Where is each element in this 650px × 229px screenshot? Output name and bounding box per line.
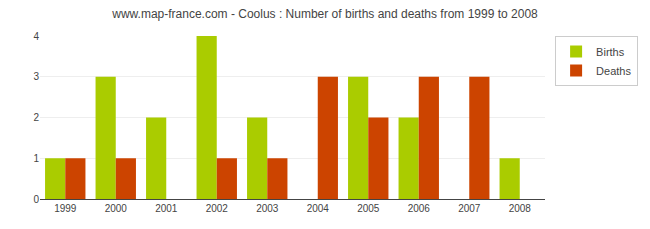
svg-text:Deaths: Deaths — [596, 65, 631, 77]
svg-text:4: 4 — [33, 31, 39, 42]
svg-text:2002: 2002 — [206, 203, 229, 214]
svg-text:2005: 2005 — [357, 203, 380, 214]
svg-text:2008: 2008 — [509, 203, 532, 214]
svg-text:Births: Births — [596, 46, 625, 58]
svg-text:2006: 2006 — [408, 203, 431, 214]
svg-text:1: 1 — [33, 153, 39, 164]
svg-text:0: 0 — [33, 194, 39, 205]
svg-text:1999: 1999 — [54, 203, 77, 214]
svg-text:2001: 2001 — [155, 203, 178, 214]
svg-text:2003: 2003 — [256, 203, 279, 214]
svg-text:3: 3 — [33, 71, 39, 82]
svg-text:2004: 2004 — [307, 203, 330, 214]
svg-text:www.map-france.com - Coolus :: www.map-france.com - Coolus : Number of … — [111, 7, 538, 21]
svg-text:2007: 2007 — [458, 203, 481, 214]
svg-text:2000: 2000 — [105, 203, 128, 214]
svg-text:2: 2 — [33, 112, 39, 123]
